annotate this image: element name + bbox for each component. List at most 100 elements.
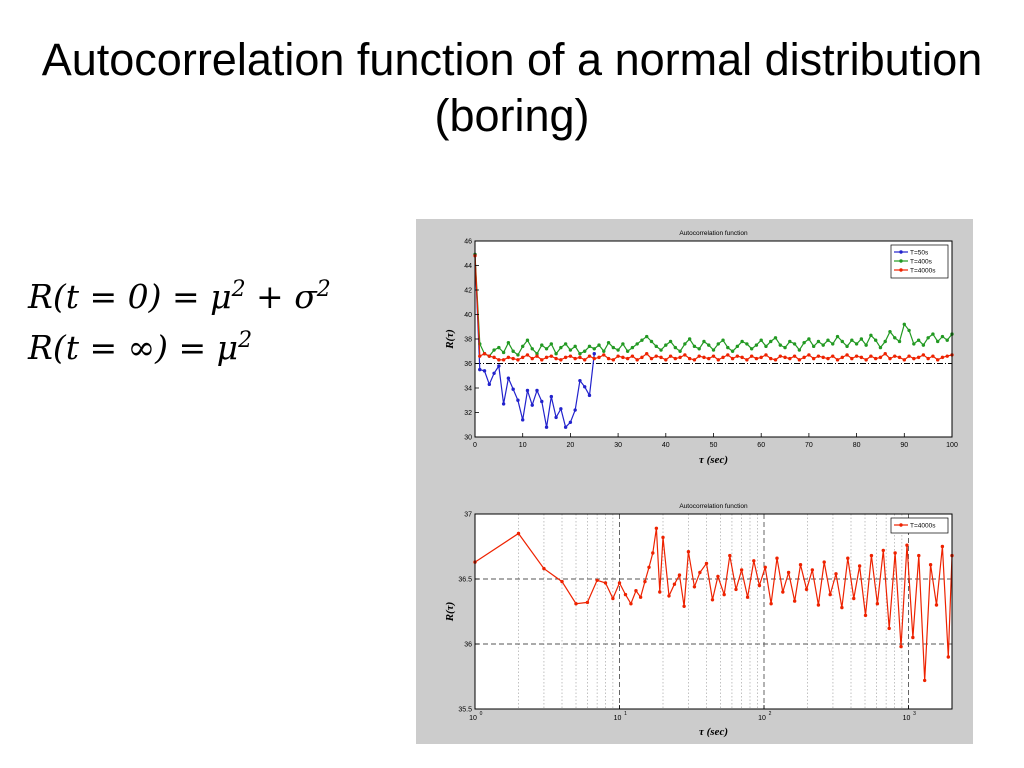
chart-1-series-3-point: [592, 356, 596, 361]
chart-2-x-tick-label: 10: [469, 715, 477, 722]
chart-1-series-3-point: [792, 354, 797, 358]
chart-1-x-tick-label: 80: [853, 442, 861, 449]
chart-1-series-2-point: [902, 322, 906, 326]
chart-1-series-2-point: [525, 338, 530, 342]
chart-1-series-2-point: [664, 343, 668, 347]
chart-1-x-axis-label: τ (sec): [699, 454, 728, 466]
chart-2-y-tick-label: 35.5: [458, 707, 472, 714]
chart-1-series-3-point: [764, 353, 768, 357]
chart-2-series-1-point: [698, 570, 702, 575]
chart-2-legend-marker: [899, 523, 903, 527]
chart-1-series-2-point: [554, 352, 558, 356]
chart-2-series-1-point: [634, 589, 638, 593]
chart-1-series-3-point: [821, 355, 825, 360]
chart-1-series-2-point: [773, 336, 778, 340]
chart-1-series-2-point: [645, 334, 649, 339]
chart-1-series-3-point: [482, 352, 487, 356]
chart-1-series-2-point: [606, 340, 611, 345]
chart-1-series-3-point: [678, 355, 682, 360]
chart-1-series-2-point: [630, 345, 635, 350]
chart-2-series-1-point: [542, 566, 546, 571]
chart-1-x-tick-label: 40: [662, 442, 670, 449]
chart-1-series-2-point: [497, 345, 501, 350]
chart-1-series-2-point: [845, 344, 849, 349]
chart-1-x-tick-label: 60: [757, 442, 765, 449]
chart-1-series-2-point: [625, 349, 630, 353]
chart-1-legend-marker: [899, 250, 903, 254]
chart-1-series-2-point: [640, 338, 644, 342]
chart-2-x-tick-exponent: 1: [624, 711, 627, 717]
chart-1-series-2-point: [530, 347, 534, 351]
chart-1-legend-label: T=400s: [910, 258, 933, 265]
chart-2-series-1-point: [647, 565, 651, 569]
chart-1-series-3-point: [707, 356, 711, 361]
chart-1-series-3-point: [826, 356, 830, 361]
chart-1-series-2-point: [916, 338, 921, 342]
chart-1-series-3-point: [788, 356, 792, 361]
chart-1-series-2-point: [835, 334, 840, 339]
chart-1-series-2-point: [602, 349, 606, 353]
chart-1-series-3-point: [506, 355, 511, 360]
chart-1-series-3-point: [540, 358, 544, 362]
chart-2-series-1-point: [692, 585, 697, 589]
chart-1-series-2-point: [687, 337, 692, 341]
chart-1-series-3-point: [654, 354, 658, 358]
chart-1-series-1-point: [540, 399, 544, 404]
chart-1-series-3-point: [711, 354, 716, 358]
chart-1-series-2-point: [769, 339, 773, 344]
chart-1-series-3-point: [525, 353, 530, 357]
chart-1-series-2-point: [740, 339, 744, 344]
chart-2-series-1-point: [911, 635, 915, 640]
chart-2-series-1-point: [881, 548, 885, 553]
chart-1-series-1-point: [516, 398, 520, 402]
chart-1-series-3-point: [568, 354, 573, 358]
chart-1-series-2-point: [945, 338, 949, 342]
formula-line-2: R(t = ∞) = μ2: [28, 319, 331, 370]
chart-1-series-3-point: [702, 355, 706, 360]
formula-line-1-exponent-2: 2: [316, 277, 331, 302]
formula-line-2-exponent: 2: [238, 328, 253, 353]
chart-2-series-1-point: [893, 551, 897, 555]
chart-1-series-3-point: [583, 358, 587, 362]
chart-1-series-1-point: [573, 408, 577, 412]
formula-line-1-exponent-1: 2: [231, 277, 246, 302]
chart-1-series-3-point: [840, 355, 844, 360]
chart-2-plot-frame: [474, 513, 953, 710]
chart-1-series-3-point: [935, 358, 940, 362]
chart-1-series-1-point: [487, 382, 492, 387]
chart-1-title: Autocorrelation function: [679, 230, 748, 237]
chart-1-series-3-point: [521, 355, 525, 360]
chart-2-legend-label: T=4000s: [910, 522, 936, 529]
chart-1-series-2-point: [501, 350, 506, 355]
chart-2-series-1-point: [846, 556, 850, 560]
chart-2-x-tick-exponent: 2: [769, 711, 772, 717]
chart-1-series-2-point: [511, 349, 515, 353]
chart-2-series-1-line: [474, 528, 953, 681]
chart-2-x-axis-label: τ (sec): [699, 726, 728, 738]
chart-2-series-1-point: [757, 583, 762, 588]
chart-2-title: Autocorrelation function: [679, 503, 748, 510]
chart-1-series-2-point: [673, 345, 678, 350]
chart-1-x-tick-label: 0: [473, 442, 477, 449]
chart-1-series-3-point: [635, 358, 639, 362]
chart-1-series-3-point: [859, 355, 864, 360]
formula-line-1-mid: + σ: [245, 277, 317, 316]
chart-2-y-tick-label: 36: [464, 642, 472, 649]
chart-1-series-2-point: [783, 345, 787, 350]
chart-1-series-2-point: [878, 345, 883, 350]
chart-1-y-axis-label: R(τ): [444, 329, 456, 350]
autocorrelation-figure: 0 10 20 30 40 50 60 70 80 90 100303234363840424446…: [444, 230, 958, 738]
chart-2-series-1-point: [875, 602, 880, 606]
chart-2-x-tick-exponent: 0: [480, 711, 483, 717]
chart-1-series-3-point: [864, 358, 868, 362]
chart-1-series-3-point: [845, 353, 849, 357]
chart-1-x-tick-label: 30: [614, 442, 622, 449]
chart-1-series-2-point: [912, 342, 916, 346]
chart-1-series-3-point: [544, 355, 549, 360]
chart-1-series-2-point: [873, 338, 878, 342]
chart-1-series-2-point: [616, 348, 620, 352]
chart-1-series-2-point: [721, 338, 725, 342]
chart-1-series-2-point: [907, 328, 911, 333]
chart-1-series-2-point: [506, 340, 511, 345]
chart-1-series-3-point: [645, 352, 649, 356]
